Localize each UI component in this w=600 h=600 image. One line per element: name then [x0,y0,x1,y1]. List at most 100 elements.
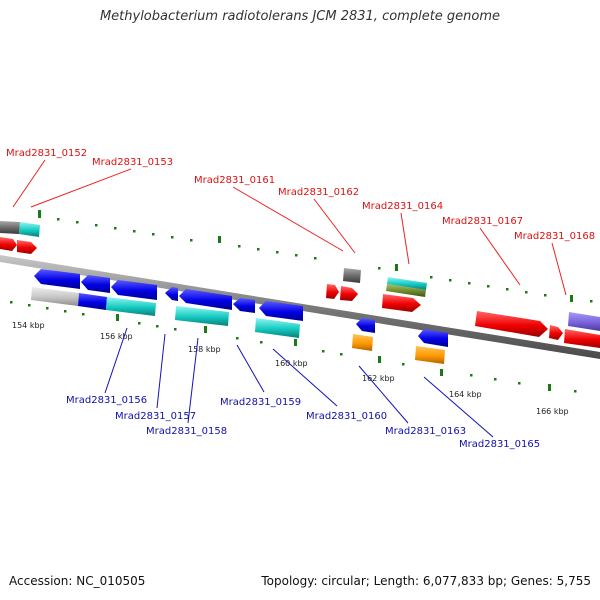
gene-label: Mrad2831_0161 [194,175,275,186]
tick-major [570,295,573,302]
gene-arrow-blue [418,329,448,347]
gene-arrow-red [475,311,548,337]
tick-minor [590,300,593,303]
lower-leader-lines [104,327,494,438]
tick-minor [487,285,490,288]
lower-strand-ticks [10,301,577,393]
tick-minor [276,251,279,254]
gene-feature-grey [343,268,361,283]
gene-arrow-blue [81,275,110,293]
gene-arrow-red [0,237,17,251]
gene-arrow-red [549,325,563,340]
tick-minor [574,390,577,393]
lower-gene-labels: Mrad2831_0156 Mrad2831_0157 Mrad2831_015… [66,395,540,450]
tick-minor [518,382,521,385]
tick-major [440,369,443,376]
scale-label: 162 kbp [362,374,395,383]
gene-arrow-blue [233,298,255,313]
gene-feature-orange [415,346,445,364]
tick-minor [76,221,79,224]
gene-label: Mrad2831_0160 [306,411,387,422]
tick-minor [10,301,13,304]
figure-title: Methylobacterium radiotolerans JCM 2831,… [99,9,501,24]
upper-strand-ticks [38,210,593,303]
tick-minor [238,245,241,248]
gene-feature-cyan [387,277,427,290]
scale-label: 166 kbp [536,407,569,416]
gene-label: Mrad2831_0153 [92,157,173,168]
tick-minor [257,248,260,251]
gene-label: Mrad2831_0164 [362,201,443,212]
tick-minor [260,341,263,344]
tick-minor [156,325,159,328]
tick-major [548,384,551,391]
tick-minor [449,279,452,282]
gene-label: Mrad2831_0152 [6,148,87,159]
gene-label: Mrad2831_0158 [146,426,227,437]
gene-label: Mrad2831_0168 [514,231,595,242]
tick-minor [378,267,381,270]
tick-minor [430,276,433,279]
gene-feature-blue [78,293,107,310]
gene-arrow-red [17,240,37,254]
forward-genes [0,221,600,348]
gene-arrow-red [340,286,358,301]
gene-feature-cyan [255,318,300,338]
gene-label: Mrad2831_0157 [115,411,196,422]
gene-arrow-blue [111,280,157,300]
tick-minor [133,230,136,233]
tick-major [218,236,221,243]
tick-minor [46,307,49,310]
tick-minor [57,218,60,221]
gene-label: Mrad2831_0159 [220,397,301,408]
scale-label: 164 kbp [449,390,482,399]
upper-gene-labels: Mrad2831_0152 Mrad2831_0153 Mrad2831_016… [6,148,595,242]
tick-major [378,356,381,363]
gene-feature-purple [568,312,600,331]
scale-labels: 154 kbp 156 kbp 158 kbp 160 kbp 162 kbp … [12,321,569,416]
tick-minor [295,254,298,257]
tick-major [204,326,207,333]
genome-summary-text: Topology: circular; Length: 6,077,833 bp… [261,574,591,588]
tick-minor [402,363,405,366]
tick-major [395,264,398,271]
gene-arrow-blue [259,301,303,321]
gene-feature-red [564,329,600,348]
scale-label: 160 kbp [275,359,308,368]
tick-minor [314,257,317,260]
tick-minor [236,337,239,340]
tick-minor [82,313,85,316]
scale-label: 154 kbp [12,321,45,330]
gene-feature-olive [386,284,426,297]
gene-feature-orange [352,334,373,351]
tick-minor [468,282,471,285]
tick-major [116,314,119,321]
tick-minor [174,328,177,331]
tick-minor [340,353,343,356]
scale-label: 156 kbp [100,332,133,341]
gene-feature-grey [0,221,20,234]
tick-minor [28,304,31,307]
accession-text: Accession: NC_010505 [9,574,146,588]
gene-arrow-blue [165,287,178,301]
gene-label: Mrad2831_0165 [459,439,540,450]
gene-arrow-blue [34,269,80,289]
tick-minor [470,374,473,377]
tick-minor [114,227,117,230]
tick-minor [190,239,193,242]
gene-feature-lightgrey [31,287,79,306]
tick-minor [544,294,547,297]
tick-minor [494,378,497,381]
gene-feature-cyan [106,297,156,316]
gene-arrow-blue [179,289,232,310]
tick-minor [64,310,67,313]
scale-label: 158 kbp [188,345,221,354]
tick-minor [138,322,141,325]
gene-arrow-red [382,294,421,312]
tick-major [38,210,41,218]
tick-minor [152,233,155,236]
gene-label: Mrad2831_0163 [385,426,466,437]
gene-label: Mrad2831_0162 [278,187,359,198]
